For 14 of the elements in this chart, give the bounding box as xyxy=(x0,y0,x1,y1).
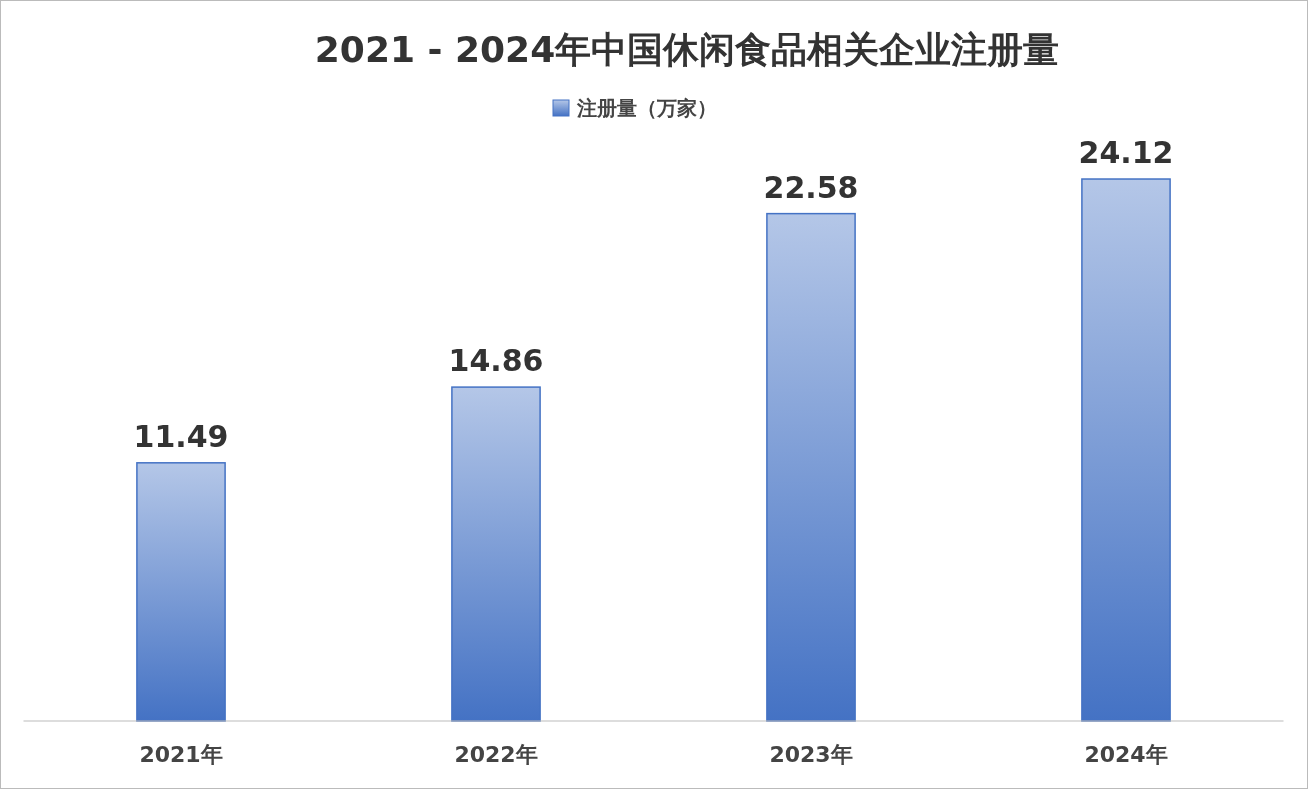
bar xyxy=(766,212,856,722)
data-label: 14.86 xyxy=(448,343,544,379)
bar xyxy=(1081,178,1171,722)
x-tick-label: 2022年 xyxy=(454,742,538,767)
data-label: 24.12 xyxy=(1078,135,1174,171)
bar xyxy=(451,386,541,722)
x-tick-label: 2023年 xyxy=(769,742,853,767)
x-tick-label: 2024年 xyxy=(1084,742,1168,767)
data-label: 11.49 xyxy=(133,418,229,454)
legend-label: 注册量（万家） xyxy=(576,96,717,120)
data-label: 22.58 xyxy=(763,169,859,205)
x-tick-label: 2021年 xyxy=(139,742,223,767)
chart-title: 2021 - 2024年中国休闲食品相关企业注册量 xyxy=(314,29,1060,70)
bar xyxy=(136,462,226,722)
